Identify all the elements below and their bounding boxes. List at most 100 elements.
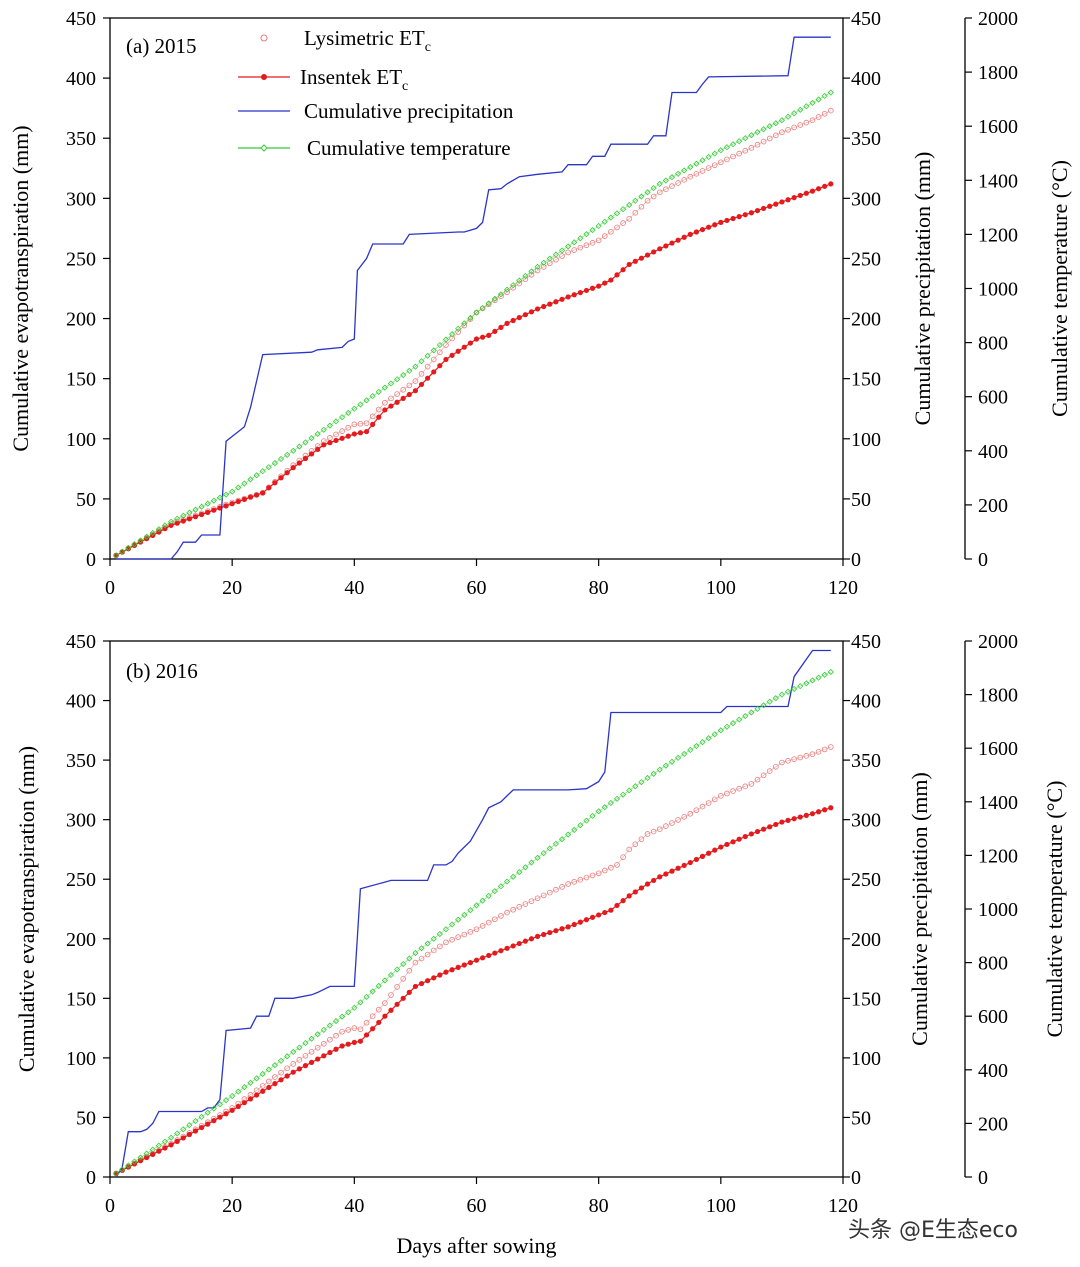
legend-item-ins: Insentek ETc — [238, 65, 408, 94]
insentek-point — [565, 294, 571, 300]
lysimetric-point — [718, 793, 724, 799]
temperature-point — [613, 795, 621, 802]
insentek-point — [528, 936, 535, 942]
lysimetric-point — [516, 280, 523, 287]
lysimetric-point — [608, 864, 614, 871]
insentek-point — [278, 1077, 284, 1083]
insentek-point — [815, 809, 822, 815]
temperature-point — [241, 480, 248, 487]
y-tick-label: 350 — [66, 750, 96, 772]
lysimetric-point — [809, 117, 816, 123]
temperature-point — [216, 1101, 224, 1108]
y-tick-label: 0 — [86, 549, 96, 571]
insentek-point — [223, 1111, 229, 1117]
lysimetric-point — [748, 145, 755, 151]
legend-label-subscript: c — [425, 40, 431, 55]
series-ins — [113, 181, 834, 558]
insentek-point — [571, 292, 577, 298]
lysimetric-point — [406, 967, 413, 974]
temperature-point — [394, 966, 401, 973]
lysimetric-point — [369, 1013, 376, 1019]
y-right-axis-label: Cumulative precipitation (mm) — [907, 772, 932, 1046]
temperature-point — [449, 331, 456, 338]
temperature-tick-label: 600 — [978, 1006, 1008, 1028]
insentek-point — [345, 433, 351, 439]
temperature-tick-label: 1600 — [978, 738, 1018, 760]
temperature-point — [620, 206, 627, 213]
temperature-point — [815, 674, 822, 681]
temperature-tick-label: 1200 — [978, 845, 1018, 867]
lysimetric-point — [363, 420, 370, 426]
temperature-tick-label: 1400 — [978, 792, 1018, 814]
insentek-point — [394, 1001, 400, 1007]
insentek-point — [736, 214, 742, 220]
temperature-point — [326, 422, 333, 429]
temperature-point — [693, 742, 700, 750]
lysimetric-point — [577, 876, 584, 883]
lysimetric-point — [669, 820, 675, 826]
insentek-point — [370, 421, 376, 427]
temperature-point — [271, 1062, 278, 1069]
lysimetric-point — [803, 753, 810, 759]
insentek-point — [400, 995, 406, 1001]
insentek-point — [626, 261, 632, 268]
temperature-point — [815, 96, 822, 103]
lysimetric-point — [449, 936, 455, 943]
insentek-point — [345, 1041, 351, 1047]
legend-label-main: Cumulative temperature — [307, 136, 511, 160]
temperature-point — [473, 309, 480, 316]
temperature-point — [149, 529, 156, 537]
temperature-point — [161, 1138, 169, 1145]
temperature-axis-label: Cumulative temperature (°C) — [1047, 160, 1072, 417]
insentek-point — [596, 912, 602, 918]
insentek-point — [443, 356, 449, 363]
lysimetric-point — [400, 386, 407, 393]
insentek-point — [412, 388, 419, 394]
insentek-point — [156, 1148, 162, 1154]
legend-marker — [260, 144, 268, 152]
temperature-point — [589, 227, 596, 234]
temperature-point — [186, 1122, 193, 1129]
lysimetric-point — [455, 934, 461, 940]
lysimetric-point — [821, 746, 828, 753]
temperature-point — [821, 671, 828, 678]
lysimetric-point — [785, 758, 791, 764]
temperature-point — [326, 1022, 333, 1029]
insentek-point — [767, 824, 773, 830]
x-tick-label: 60 — [467, 577, 487, 599]
temperature-point — [113, 552, 120, 559]
temperature-point — [381, 977, 388, 984]
x-tick-label: 60 — [467, 1195, 487, 1217]
temperature-point — [277, 1057, 285, 1064]
insentek-point — [522, 312, 528, 318]
insentek-point — [553, 928, 559, 934]
x-tick-label: 100 — [706, 1195, 736, 1217]
insentek-point — [644, 252, 651, 258]
lysimetric-point — [559, 884, 565, 890]
insentek-point — [425, 978, 431, 984]
insentek-point — [321, 1053, 327, 1059]
lysimetric-point — [663, 186, 669, 192]
insentek-point — [760, 826, 767, 832]
temperature-point — [198, 1113, 205, 1120]
insentek-point — [315, 1056, 321, 1062]
temperature-point — [766, 123, 773, 130]
temperature-point — [412, 950, 419, 957]
lysimetric-point — [595, 237, 602, 244]
lysimetric-point — [675, 180, 681, 186]
insentek-point — [266, 1084, 272, 1091]
y-axis-label: Cumulative evapotranspiration (mm) — [8, 125, 33, 451]
temperature-point — [675, 170, 682, 177]
temperature-tick-label: 1400 — [978, 170, 1018, 192]
insentek-point — [498, 948, 504, 954]
temperature-point — [455, 325, 462, 332]
lysimetric-point — [418, 371, 425, 377]
lysimetric-point — [766, 768, 773, 774]
lysimetric-point — [821, 110, 828, 117]
lysimetric-point — [351, 1025, 358, 1031]
temperature-point — [485, 300, 492, 307]
lysimetric-point — [608, 228, 614, 235]
precipitation-line — [115, 649, 831, 1178]
temperature-point — [241, 1084, 248, 1091]
y-right-tick-label: 350 — [851, 128, 881, 150]
